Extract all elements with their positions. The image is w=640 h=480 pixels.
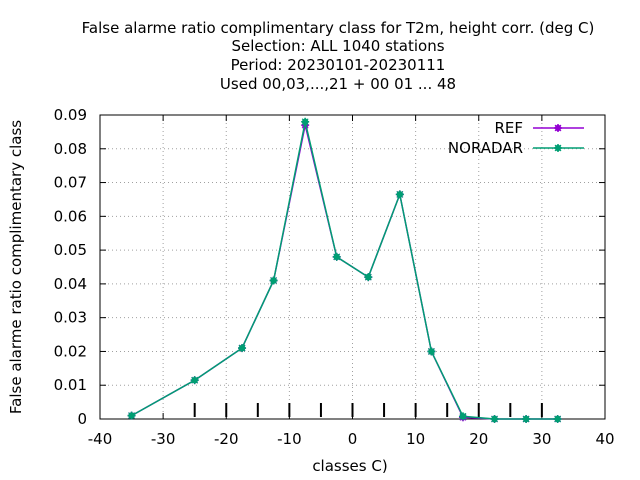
title-line-2: Selection: ALL 1040 stations <box>231 37 444 55</box>
y-tick-label: 0.08 <box>54 140 87 158</box>
data-point <box>490 415 499 423</box>
legend-label: NORADAR <box>448 139 523 157</box>
data-point <box>522 415 531 423</box>
title-line-4: Used 00,03,...,21 + 00 01 ... 48 <box>220 75 456 93</box>
axis-ticks: -40 -30 -20 -10 0 10 20 30 40 0 0.01 0.02 0.03 0.04 0.… <box>54 106 615 448</box>
data-point <box>190 376 199 385</box>
data-point <box>301 117 310 126</box>
legend-entry-noradar: NORADAR <box>448 139 584 157</box>
x-tick-label: -20 <box>214 430 239 448</box>
x-tick-label: -40 <box>88 430 113 448</box>
data-point <box>458 412 467 421</box>
class-markers <box>193 403 543 417</box>
legend-marker <box>554 144 562 152</box>
data-point <box>238 344 247 353</box>
series-line <box>131 121 558 420</box>
legend: REF NORADAR <box>448 119 584 157</box>
y-tick-label: 0.09 <box>54 106 87 124</box>
x-tick-label: 20 <box>469 430 488 448</box>
y-tick-label: 0.07 <box>54 174 87 192</box>
y-tick-label: 0.02 <box>54 342 87 360</box>
series-layer <box>127 117 562 423</box>
x-tick-label: 40 <box>595 430 614 448</box>
x-tick-label: -10 <box>277 430 302 448</box>
legend-marker <box>554 124 562 132</box>
y-tick-label: 0.01 <box>54 376 87 394</box>
chart-title: False alarme ratio complimentary class f… <box>82 19 595 93</box>
series-line <box>131 124 558 420</box>
legend-entry-ref: REF <box>494 119 584 137</box>
y-tick-label: 0.05 <box>54 241 87 259</box>
y-axis-label: False alarme ratio complimentary class <box>7 120 25 414</box>
data-point <box>427 347 436 356</box>
x-tick-label: -30 <box>151 430 176 448</box>
legend-label: REF <box>494 119 523 137</box>
data-point <box>127 411 136 420</box>
y-tick-label: 0.06 <box>54 207 87 225</box>
y-tick-label: 0.04 <box>54 275 87 293</box>
x-tick-label: 0 <box>348 430 358 448</box>
x-axis-label: classes C) <box>312 457 387 475</box>
y-tick-label: 0 <box>77 410 87 428</box>
data-point <box>269 276 278 285</box>
data-point <box>553 415 562 423</box>
series-noradar <box>127 117 562 423</box>
title-line-1: False alarme ratio complimentary class f… <box>82 19 595 37</box>
data-point <box>395 190 404 199</box>
data-point <box>364 273 373 282</box>
data-point <box>332 252 341 261</box>
y-tick-label: 0.03 <box>54 309 87 327</box>
x-tick-label: 30 <box>532 430 551 448</box>
title-line-3: Period: 20230101-20230111 <box>231 56 446 74</box>
x-tick-label: 10 <box>406 430 425 448</box>
